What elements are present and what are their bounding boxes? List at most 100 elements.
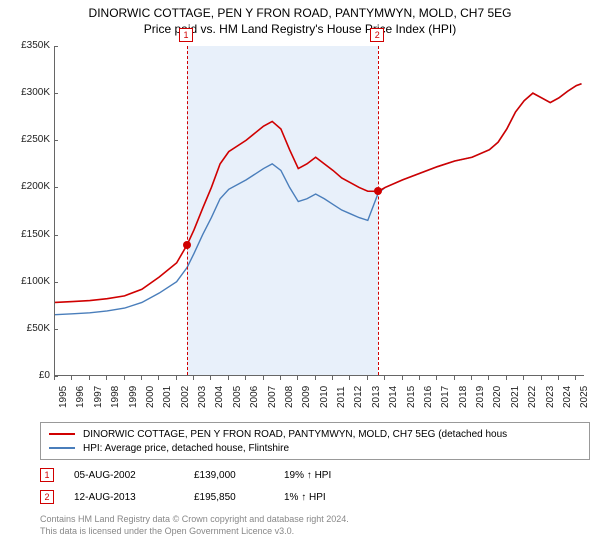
marker-flag: 2: [370, 28, 384, 42]
y-tick-label: £0: [10, 370, 50, 381]
x-tick-mark: [315, 376, 316, 380]
legend-swatch: [49, 447, 75, 449]
marker-line: [378, 46, 379, 375]
x-tick-label: 2025: [579, 386, 590, 408]
legend-swatch: [49, 433, 75, 435]
x-tick-mark: [54, 376, 55, 380]
x-tick-mark: [332, 376, 333, 380]
x-tick-label: 2023: [545, 386, 556, 408]
sale-row: 2 12-AUG-2013£195,8501% ↑ HPI: [40, 486, 590, 508]
x-tick-mark: [384, 376, 385, 380]
x-tick-label: 2021: [510, 386, 521, 408]
x-tick-mark: [141, 376, 142, 380]
x-tick-mark: [506, 376, 507, 380]
x-tick-mark: [176, 376, 177, 380]
y-tick-mark: [54, 282, 58, 283]
legend: DINORWIC COTTAGE, PEN Y FRON ROAD, PANTY…: [40, 422, 590, 460]
x-tick-label: 1996: [75, 386, 86, 408]
marker-dot: [374, 187, 382, 195]
series-line: [55, 84, 582, 303]
y-tick-label: £250K: [10, 134, 50, 145]
x-tick-label: 2001: [162, 386, 173, 408]
chart: 12£0£50K£100K£150K£200K£250K£300K£350K19…: [10, 40, 590, 420]
marker-line: [187, 46, 188, 375]
x-tick-label: 1997: [93, 386, 104, 408]
sale-hpi: 1% ↑ HPI: [284, 492, 326, 503]
x-tick-mark: [436, 376, 437, 380]
sale-price: £139,000: [194, 470, 284, 481]
x-tick-label: 2024: [562, 386, 573, 408]
x-tick-label: 2022: [527, 386, 538, 408]
x-tick-mark: [523, 376, 524, 380]
x-tick-mark: [193, 376, 194, 380]
x-tick-label: 2009: [301, 386, 312, 408]
x-tick-mark: [488, 376, 489, 380]
x-tick-mark: [349, 376, 350, 380]
x-tick-label: 2000: [145, 386, 156, 408]
x-tick-label: 2017: [440, 386, 451, 408]
x-tick-mark: [367, 376, 368, 380]
x-tick-mark: [71, 376, 72, 380]
y-tick-label: £300K: [10, 87, 50, 98]
x-tick-mark: [228, 376, 229, 380]
sale-price: £195,850: [194, 492, 284, 503]
legend-label: DINORWIC COTTAGE, PEN Y FRON ROAD, PANTY…: [83, 429, 507, 440]
x-tick-mark: [419, 376, 420, 380]
x-tick-mark: [541, 376, 542, 380]
y-tick-label: £150K: [10, 229, 50, 240]
x-tick-label: 2005: [232, 386, 243, 408]
y-tick-mark: [54, 187, 58, 188]
sale-flag: 1: [40, 468, 54, 482]
footnote-line: This data is licensed under the Open Gov…: [40, 526, 590, 538]
legend-row: HPI: Average price, detached house, Flin…: [49, 441, 581, 455]
x-tick-label: 2014: [388, 386, 399, 408]
x-tick-label: 2010: [319, 386, 330, 408]
sale-date: 12-AUG-2013: [74, 492, 194, 503]
legend-label: HPI: Average price, detached house, Flin…: [83, 443, 289, 454]
marker-dot: [183, 241, 191, 249]
x-tick-label: 2020: [492, 386, 503, 408]
x-tick-mark: [106, 376, 107, 380]
x-tick-label: 2002: [180, 386, 191, 408]
legend-row: DINORWIC COTTAGE, PEN Y FRON ROAD, PANTY…: [49, 427, 581, 441]
x-tick-mark: [158, 376, 159, 380]
series-line: [55, 84, 582, 315]
y-tick-mark: [54, 46, 58, 47]
y-tick-mark: [54, 93, 58, 94]
x-tick-label: 2016: [423, 386, 434, 408]
x-tick-label: 1995: [58, 386, 69, 408]
x-tick-label: 2008: [284, 386, 295, 408]
sale-flag: 2: [40, 490, 54, 504]
x-tick-mark: [210, 376, 211, 380]
sale-date: 05-AUG-2002: [74, 470, 194, 481]
x-tick-mark: [124, 376, 125, 380]
x-tick-mark: [263, 376, 264, 380]
y-tick-mark: [54, 235, 58, 236]
sale-hpi: 19% ↑ HPI: [284, 470, 331, 481]
y-tick-label: £200K: [10, 181, 50, 192]
x-tick-mark: [280, 376, 281, 380]
x-tick-label: 2006: [249, 386, 260, 408]
x-tick-label: 2011: [336, 386, 347, 408]
y-tick-mark: [54, 140, 58, 141]
x-tick-mark: [471, 376, 472, 380]
x-tick-label: 2019: [475, 386, 486, 408]
x-tick-label: 1998: [110, 386, 121, 408]
x-tick-mark: [575, 376, 576, 380]
x-tick-label: 1999: [128, 386, 139, 408]
plot-area: [54, 46, 584, 376]
x-tick-label: 2015: [406, 386, 417, 408]
x-tick-label: 2013: [371, 386, 382, 408]
footnote: Contains HM Land Registry data © Crown c…: [40, 514, 590, 537]
x-tick-mark: [89, 376, 90, 380]
x-tick-label: 2003: [197, 386, 208, 408]
x-tick-mark: [297, 376, 298, 380]
marker-flag: 1: [179, 28, 193, 42]
title-block: DINORWIC COTTAGE, PEN Y FRON ROAD, PANTY…: [0, 0, 600, 40]
chart-lines: [55, 46, 584, 375]
x-tick-mark: [245, 376, 246, 380]
x-tick-mark: [454, 376, 455, 380]
y-tick-label: £100K: [10, 276, 50, 287]
y-tick-label: £50K: [10, 323, 50, 334]
page-title: DINORWIC COTTAGE, PEN Y FRON ROAD, PANTY…: [0, 6, 600, 20]
